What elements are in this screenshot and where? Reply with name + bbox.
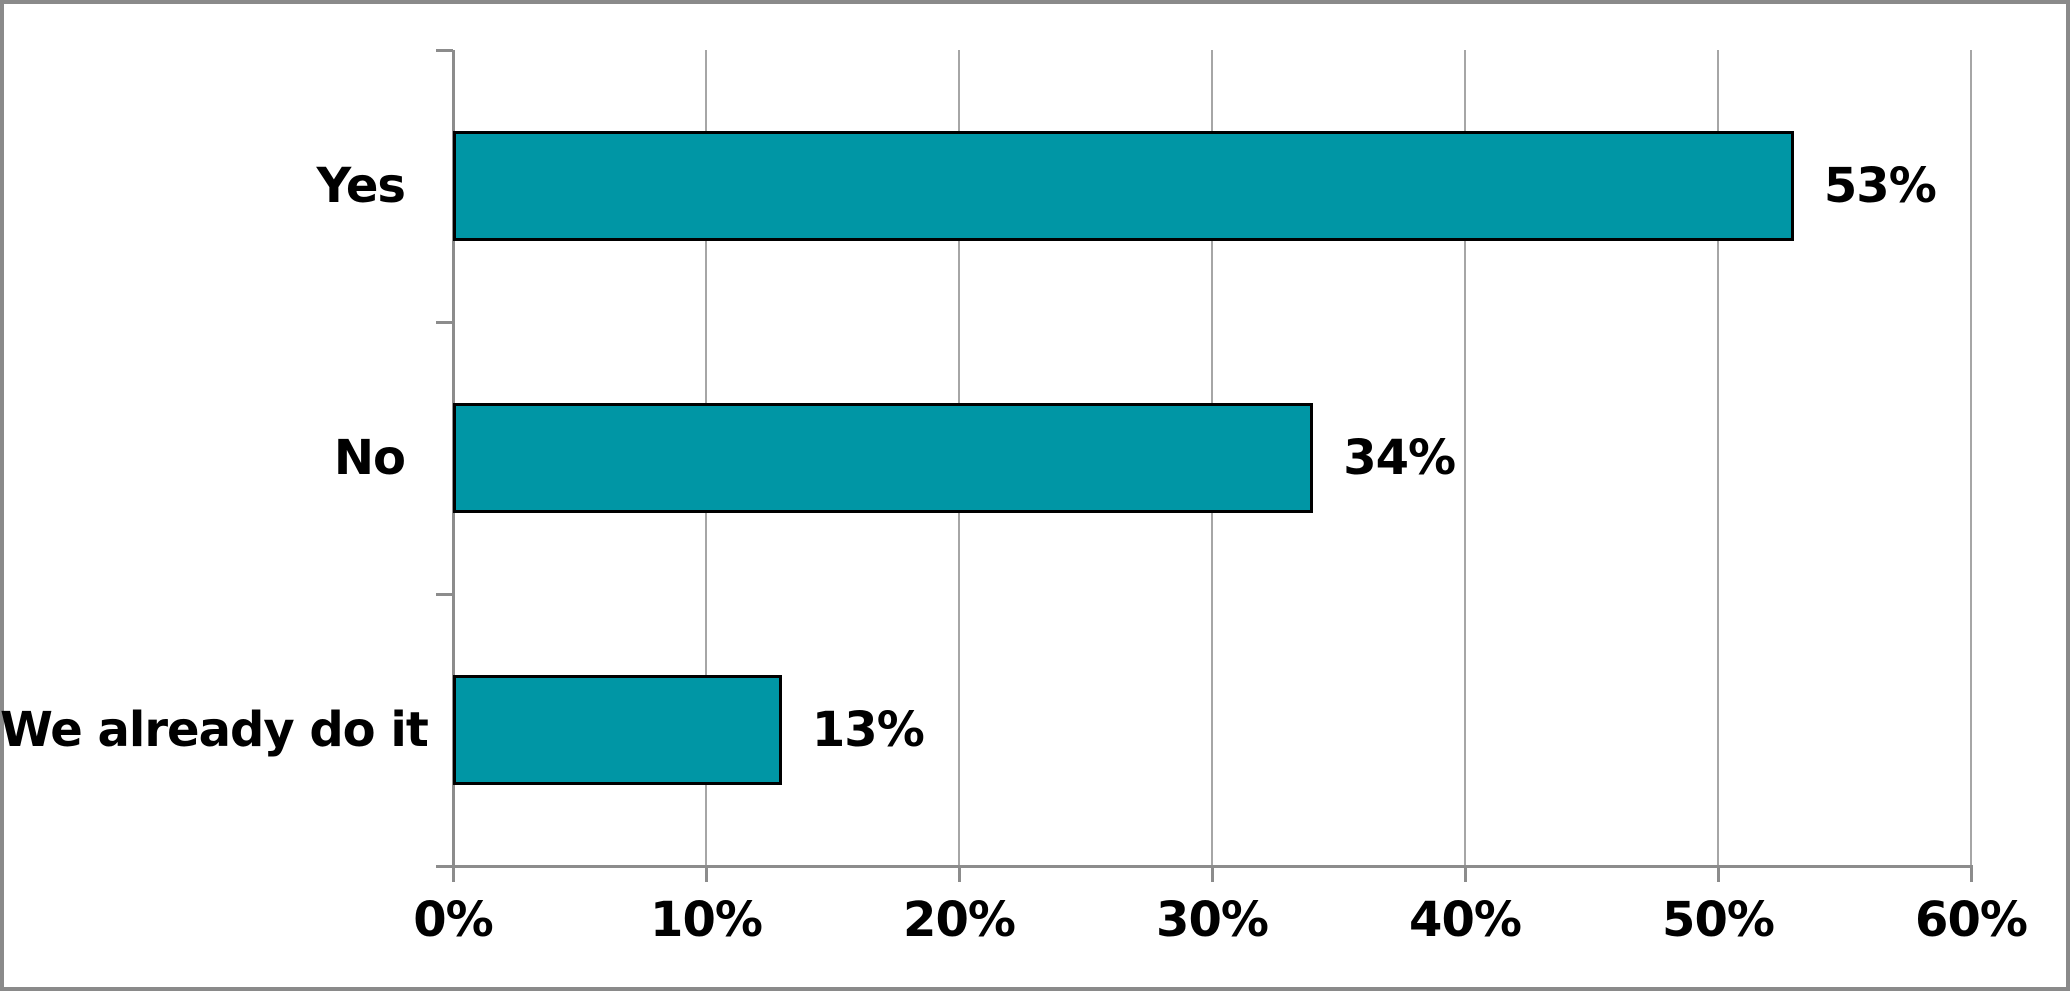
category-label: We already do it <box>0 702 429 758</box>
category-axis-tick <box>436 864 453 868</box>
x-axis-tick <box>1210 866 1214 882</box>
x-axis-tick-label: 10% <box>650 892 763 948</box>
x-axis-tick <box>451 866 455 882</box>
bar <box>453 675 782 785</box>
category-axis-tick <box>436 48 453 52</box>
bar <box>453 403 1314 513</box>
bar <box>453 131 1794 241</box>
category-axis-tick <box>436 592 453 596</box>
x-gridline <box>1717 50 1719 866</box>
x-axis-tick-label: 0% <box>413 892 494 948</box>
x-axis-line <box>453 864 1973 868</box>
category-label: Yes <box>316 158 406 214</box>
x-axis-tick <box>704 866 708 882</box>
bar-value-label: 13% <box>811 702 925 758</box>
x-axis-tick <box>1463 866 1467 882</box>
x-gridline <box>1464 50 1466 866</box>
x-axis-tick-label: 60% <box>1915 892 2028 948</box>
x-axis-tick <box>1716 866 1720 882</box>
bar-value-label: 34% <box>1343 430 1456 486</box>
x-axis-tick-label: 20% <box>903 892 1016 948</box>
x-axis-tick-label: 40% <box>1409 892 1522 948</box>
bar-value-label: 53% <box>1823 158 1937 214</box>
x-axis-tick <box>957 866 961 882</box>
category-label: No <box>333 430 406 486</box>
x-axis-tick-label: 30% <box>1156 892 1269 948</box>
x-axis-tick <box>1969 866 1973 882</box>
x-gridline <box>1970 50 1972 866</box>
x-axis-tick-label: 50% <box>1662 892 1775 948</box>
category-axis-tick <box>436 320 453 324</box>
